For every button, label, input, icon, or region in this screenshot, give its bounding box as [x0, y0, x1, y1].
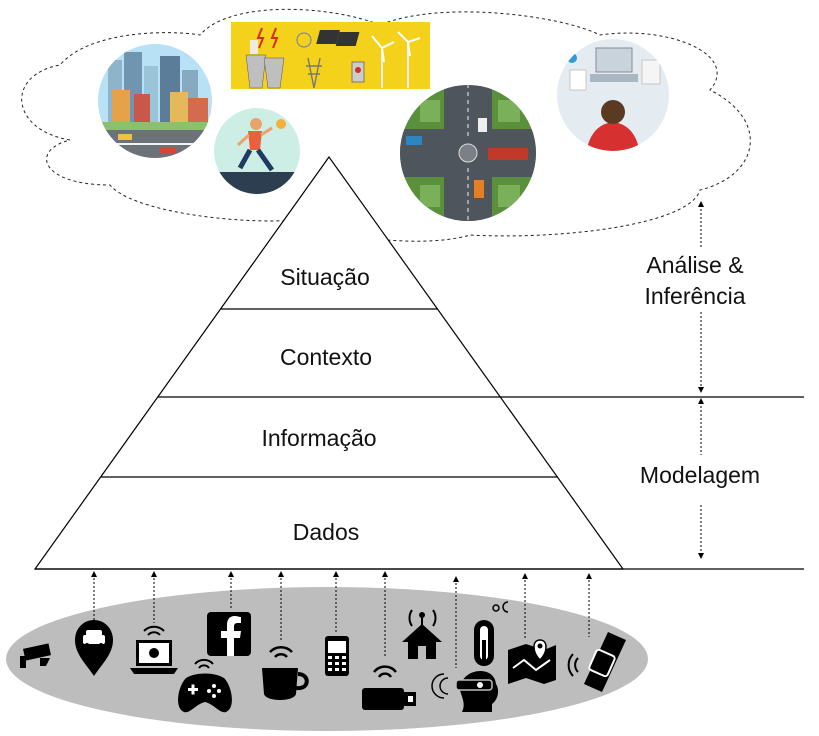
energy-grid-icon: [231, 22, 430, 89]
car-location-pin-icon: [75, 620, 113, 676]
intersection-traffic-icon: [400, 85, 536, 221]
map-route-icon: [508, 639, 556, 684]
coffee-cup-wifi-icon: [262, 645, 309, 700]
smart-home-icon: [402, 609, 442, 659]
gamepad-icon: [178, 658, 232, 713]
level-label-dados: Dados: [293, 519, 359, 545]
analysis-double-arrow: [698, 201, 704, 393]
desk-workspace-icon: [557, 39, 669, 151]
upward-arrows: [91, 571, 592, 668]
level-label-informacao: Informação: [261, 425, 376, 451]
thermometer-icon: [474, 601, 509, 666]
cloud-outline: [21, 8, 751, 242]
city-skyline-icon: [98, 44, 212, 158]
usb-wifi-dongle-icon: [362, 665, 416, 710]
modeling-double-arrow: [698, 398, 704, 559]
analysis-label-line1: Análise &: [646, 252, 743, 278]
vr-headset-user-icon: [431, 671, 499, 712]
laptop-wifi-icon: [130, 625, 178, 674]
smartwatch-icon: [567, 632, 626, 692]
facebook-icon: [207, 612, 251, 656]
runner-icon: [214, 108, 300, 194]
level-label-contexto: Contexto: [280, 344, 372, 370]
mobile-phone-icon: [325, 636, 349, 676]
level-label-situacao: Situação: [280, 264, 370, 290]
cctv-camera-icon: [20, 643, 51, 668]
modeling-label: Modelagem: [640, 462, 760, 488]
analysis-label-line2: Inferência: [644, 283, 745, 309]
